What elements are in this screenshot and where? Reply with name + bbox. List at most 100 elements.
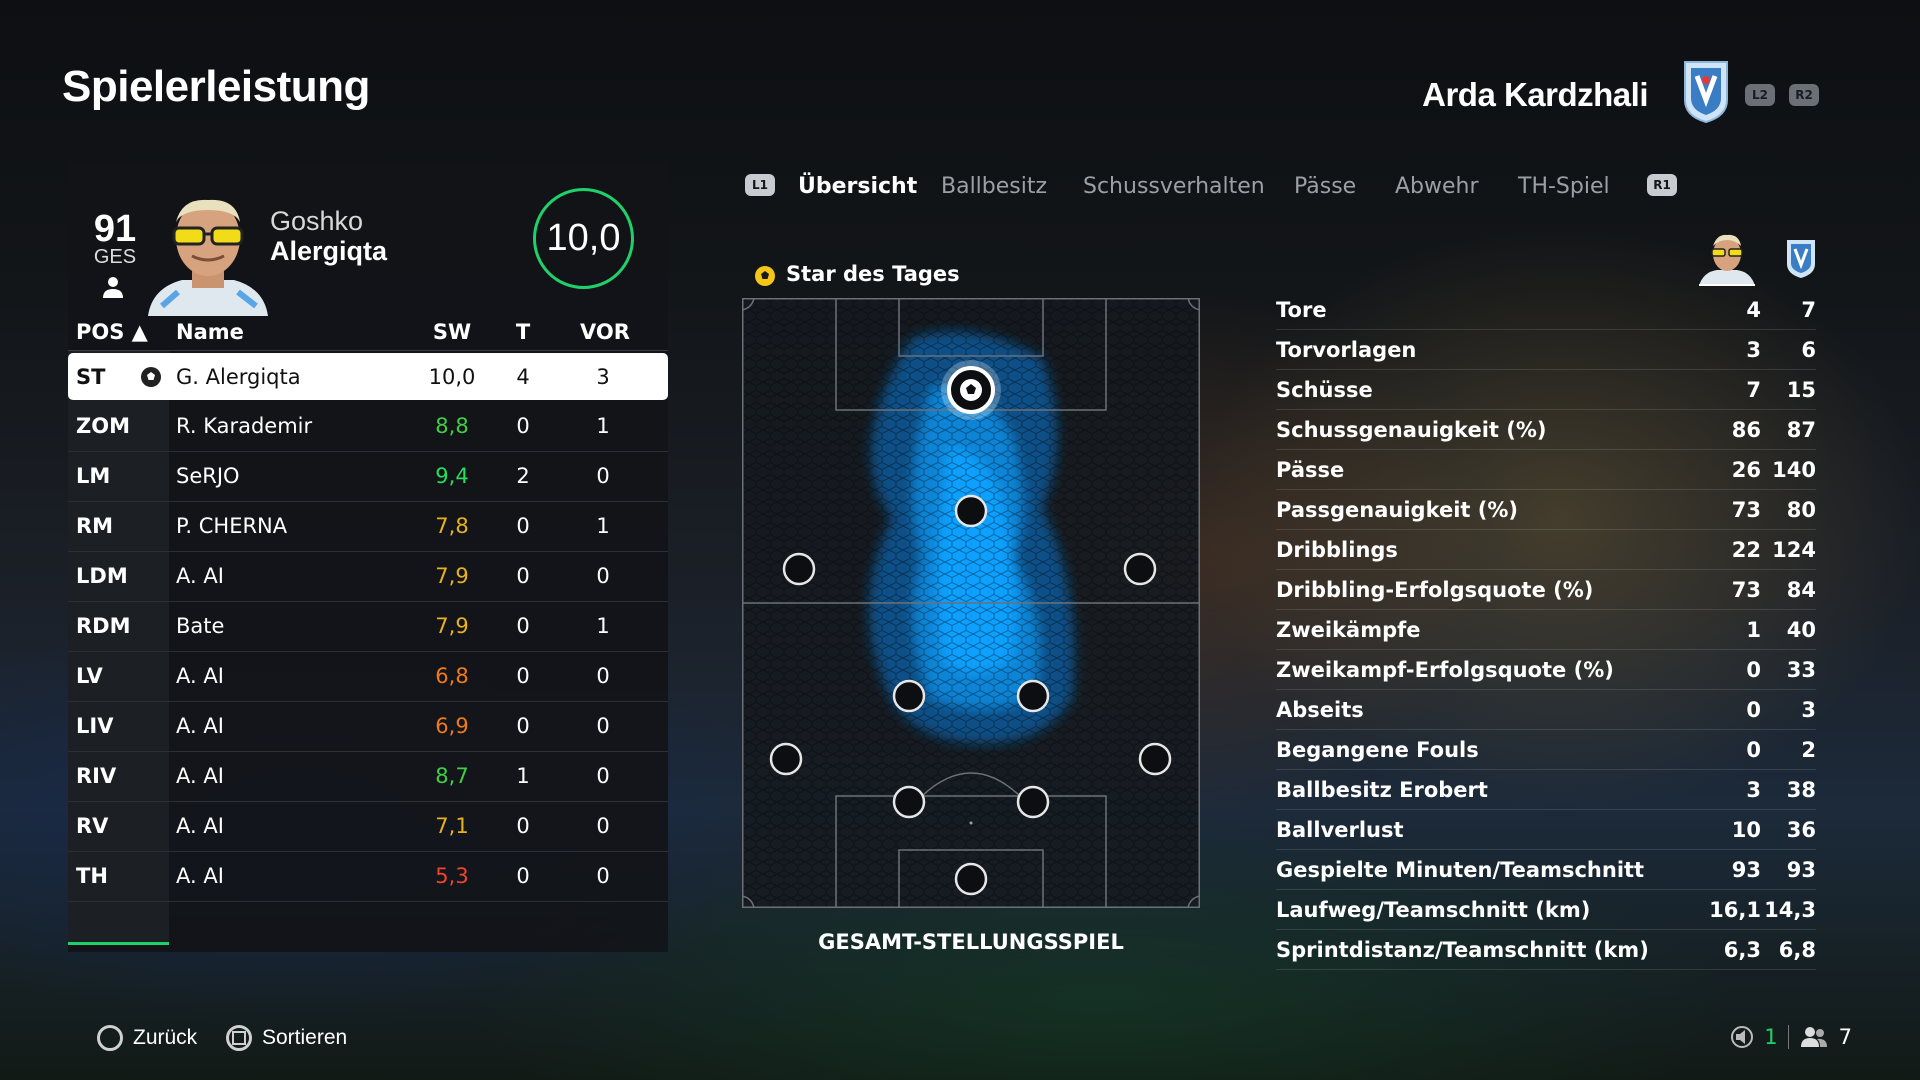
- tab-uebersicht[interactable]: Übersicht: [798, 174, 918, 199]
- row-position: RIV: [76, 764, 117, 788]
- stat-team-value: 84: [1786, 578, 1816, 602]
- row-assists: 1: [596, 414, 610, 438]
- stat-label: Sprintdistanz/Teamschnitt (km): [1276, 938, 1649, 962]
- club-crest-icon: [1684, 61, 1728, 124]
- row-assists: 0: [596, 464, 610, 488]
- stat-label: Gespielte Minuten/Teamschnitt: [1276, 858, 1645, 882]
- l2-button[interactable]: L2: [1745, 84, 1775, 106]
- stat-player-value: 6,3: [1723, 938, 1761, 962]
- star-of-day-label: Star des Tages: [786, 262, 960, 286]
- star-of-day-ball-icon: [755, 266, 775, 286]
- header-sw[interactable]: SW: [432, 320, 472, 344]
- club-name: Arda Kardzhali: [1422, 76, 1648, 113]
- row-position: LDM: [76, 564, 128, 588]
- stat-player-value: 1: [1746, 618, 1761, 642]
- stat-player-value: 86: [1731, 418, 1761, 442]
- l1-button[interactable]: L1: [745, 174, 775, 196]
- row-name: P. CHERNA: [176, 514, 288, 538]
- table-row[interactable]: LIV A. AI 6,9 0 0: [68, 702, 668, 752]
- stat-team-value: 6: [1801, 338, 1816, 362]
- stat-label: Begangene Fouls: [1276, 738, 1479, 762]
- mute-icon: [1731, 1026, 1754, 1048]
- row-assists: 0: [596, 864, 610, 888]
- row-assists: 0: [596, 714, 610, 738]
- stat-player-value: 0: [1746, 698, 1761, 722]
- sort-action[interactable]: Sortieren: [226, 1025, 347, 1051]
- row-goals: 0: [516, 814, 530, 838]
- page-title: Spielerleistung: [62, 62, 370, 111]
- tab-paesse[interactable]: Pässe: [1294, 174, 1357, 199]
- table-row[interactable]: RIV A. AI 8,7 1 0: [68, 752, 668, 802]
- stat-team-value: 36: [1786, 818, 1816, 842]
- scroll-indicator: [68, 942, 169, 945]
- row-position: TH: [76, 864, 108, 888]
- stat-player-value: 10: [1731, 818, 1761, 842]
- player-last-name: Alergiqta: [270, 236, 388, 266]
- stat-player-value: 0: [1746, 658, 1761, 682]
- stat-row: Zweikämpfe 1 40: [1276, 610, 1816, 650]
- stat-team-value: 2: [1801, 738, 1816, 762]
- stat-team-value: 80: [1786, 498, 1816, 522]
- table-row[interactable]: RDM Bate 7,9 0 1: [68, 602, 668, 652]
- stat-team-value: 6,8: [1778, 938, 1816, 962]
- stat-team-value: 124: [1772, 538, 1816, 562]
- tab-abwehr[interactable]: Abwehr: [1395, 174, 1479, 199]
- stat-player-value: 22: [1731, 538, 1761, 562]
- stat-team-value: 15: [1786, 378, 1816, 402]
- person-icon: [103, 277, 123, 298]
- row-name: A. AI: [176, 564, 224, 588]
- row-assists: 1: [596, 614, 610, 638]
- table-row[interactable]: LDM A. AI 7,9 0 0: [68, 552, 668, 602]
- stat-row: Schüsse 7 15: [1276, 370, 1816, 410]
- back-action[interactable]: Zurück: [97, 1025, 197, 1051]
- row-position: ZOM: [76, 414, 130, 438]
- row-assists: 1: [596, 514, 610, 538]
- table-row[interactable]: LM SeRJO 9,4 2 0: [68, 452, 668, 502]
- stat-label: Schüsse: [1276, 378, 1373, 402]
- stat-row: Torvorlagen 3 6: [1276, 330, 1816, 370]
- stat-player-value: 73: [1731, 498, 1761, 522]
- row-assists: 0: [596, 764, 610, 788]
- row-goals: 0: [516, 564, 530, 588]
- row-position: LIV: [76, 714, 114, 738]
- stat-player-value: 93: [1731, 858, 1761, 882]
- header-name[interactable]: Name: [176, 320, 244, 344]
- table-row[interactable]: TH A. AI 5,3 0 0: [68, 852, 668, 902]
- back-label: Zurück: [133, 1026, 198, 1049]
- table-row[interactable]: ST G. Alergiqta 10,0 4 3: [68, 353, 668, 400]
- row-name: A. AI: [176, 714, 224, 738]
- stat-row: Pässe 26 140: [1276, 450, 1816, 490]
- squad-table: ST G. Alergiqta 10,0 4 3 ZOM R. Karademir 8,8 0 1…: [68, 353, 668, 902]
- row-name: G. Alergiqta: [176, 365, 301, 389]
- sort-label: Sortieren: [262, 1026, 348, 1049]
- tab-schussverhalten[interactable]: Schussverhalten: [1083, 174, 1265, 199]
- table-row[interactable]: RM P. CHERNA 7,8 0 1: [68, 502, 668, 552]
- position-column: [68, 350, 169, 945]
- table-row[interactable]: LV A. AI 6,8 0 0: [68, 652, 668, 702]
- stat-player-value: 73: [1731, 578, 1761, 602]
- header-pos[interactable]: POS ▲: [76, 320, 148, 344]
- stat-label: Abseits: [1276, 698, 1364, 722]
- header-t[interactable]: T: [515, 320, 531, 344]
- table-row[interactable]: ZOM R. Karademir 8,8 0 1: [68, 402, 668, 452]
- tab-ballbesitz[interactable]: Ballbesitz: [941, 174, 1048, 199]
- stat-label: Pässe: [1276, 458, 1345, 482]
- row-rating: 10,0: [428, 365, 476, 389]
- row-goals: 0: [516, 614, 530, 638]
- tab-th-spiel[interactable]: TH-Spiel: [1518, 174, 1610, 199]
- r2-button[interactable]: R2: [1789, 84, 1819, 106]
- stat-team-value: 40: [1786, 618, 1816, 642]
- header-vor[interactable]: VOR: [580, 320, 630, 344]
- stat-label: Zweikämpfe: [1276, 618, 1421, 642]
- row-position: RM: [76, 514, 114, 538]
- stat-label: Ballverlust: [1276, 818, 1404, 842]
- stat-team-value: 38: [1786, 778, 1816, 802]
- table-row[interactable]: RV A. AI 7,1 0 0: [68, 802, 668, 852]
- r1-button[interactable]: R1: [1647, 174, 1677, 196]
- row-goals: 4: [516, 365, 530, 389]
- stats-table: Tore 4 7 Torvorlagen 3 6 Schüsse 7 15 Schussgenau…: [1276, 290, 1816, 970]
- pitch-label: GESAMT-STELLUNGSSPIEL: [818, 930, 1124, 954]
- row-assists: 3: [596, 365, 610, 389]
- stat-row: Passgenauigkeit (%) 73 80: [1276, 490, 1816, 530]
- row-position: RDM: [76, 614, 131, 638]
